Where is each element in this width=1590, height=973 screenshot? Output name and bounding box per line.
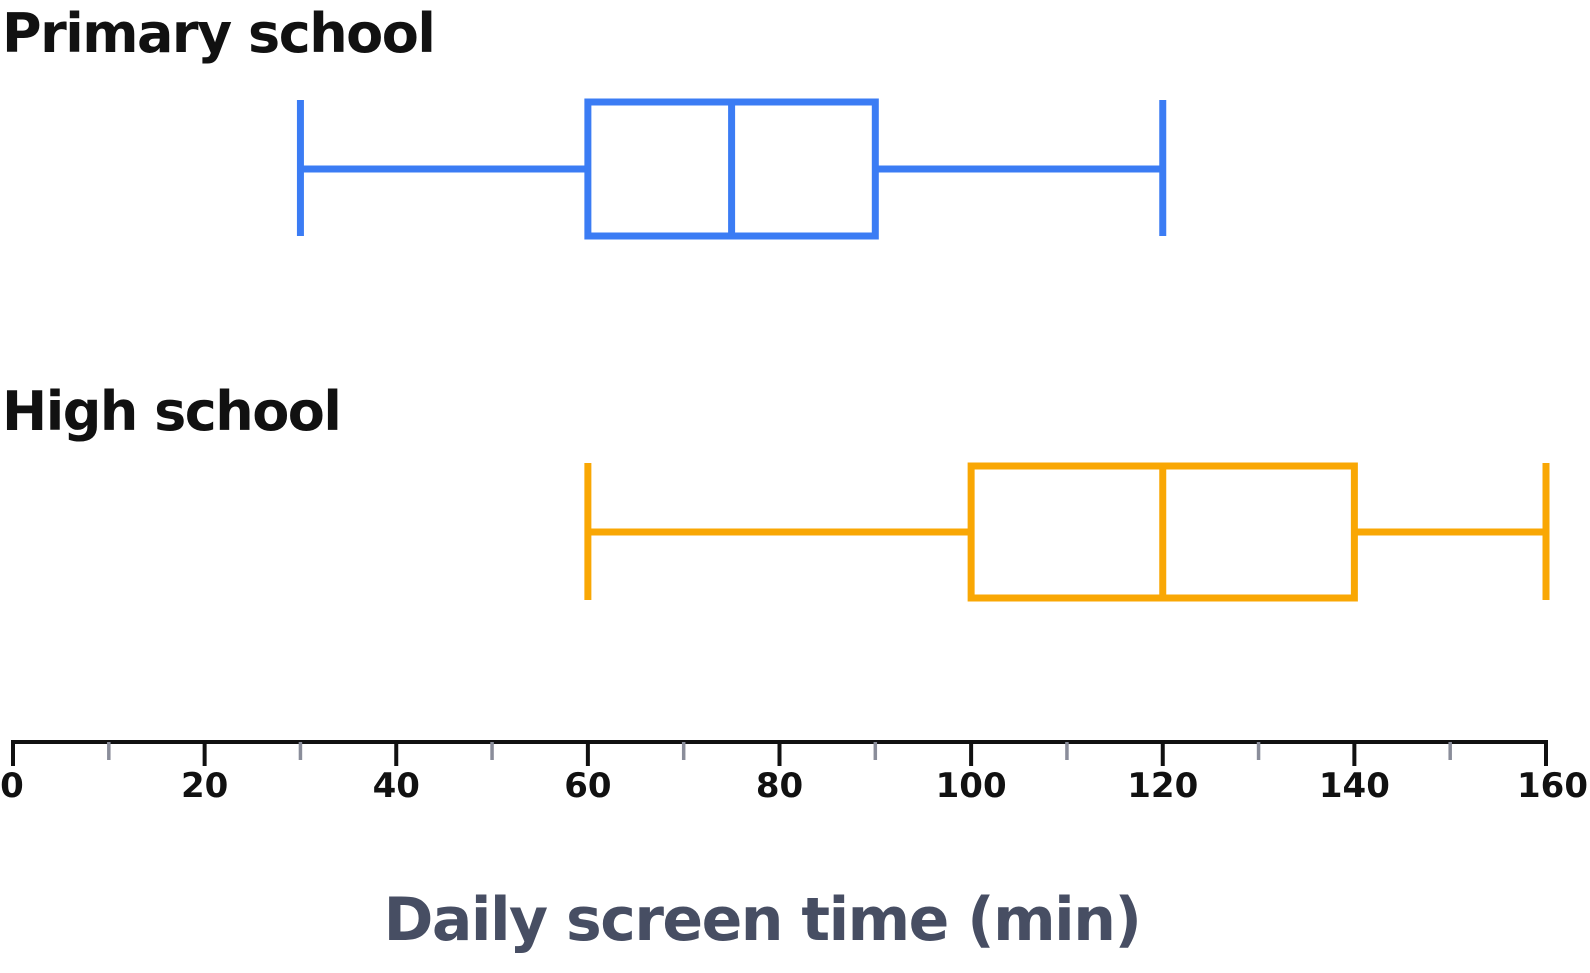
box-series-2: High school [2, 380, 1550, 602]
tick-label: 20 [181, 766, 228, 806]
tick-label: 60 [564, 766, 611, 806]
box-series-1: Primary school [2, 2, 1167, 240]
tick-label: 40 [373, 766, 420, 806]
tick-label: 0 [0, 766, 24, 806]
series-label-primary-school: Primary school [2, 2, 434, 65]
x-axis: 0 20 40 60 80 100 120 140 160 [0, 740, 1588, 806]
series-layer: Primary school High school [2, 2, 1550, 602]
tick-label: 120 [1127, 766, 1198, 806]
x-axis-title: Daily screen time (min) [384, 885, 1141, 955]
tick-label: 160 [1517, 766, 1588, 806]
series-label-high-school: High school [2, 380, 340, 443]
tick-label: 100 [936, 766, 1007, 806]
tick-label: 140 [1319, 766, 1390, 806]
tick-label: 80 [756, 766, 803, 806]
